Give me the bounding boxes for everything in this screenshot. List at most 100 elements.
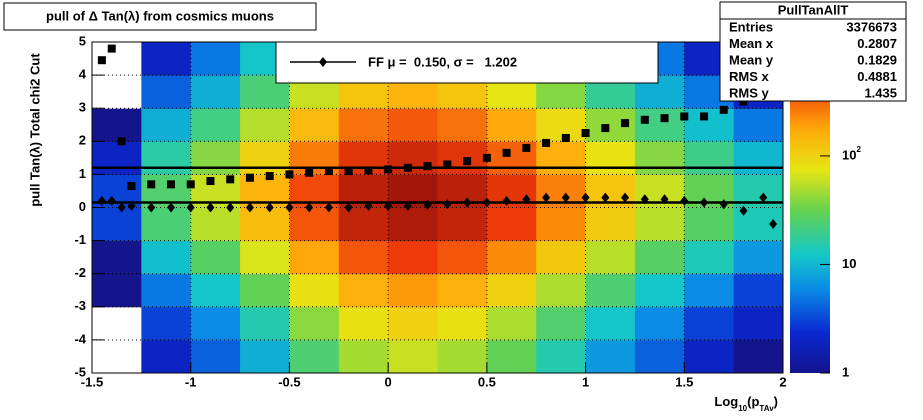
heat-cell (92, 339, 142, 374)
profile-marker (147, 180, 156, 189)
profile-marker (719, 105, 728, 114)
heat-cell (190, 42, 241, 76)
profile-marker (700, 197, 709, 208)
profile-marker (226, 175, 235, 184)
z-tick-label: 10 (842, 256, 856, 271)
profile-marker (166, 180, 175, 189)
heat-cell (338, 339, 389, 374)
profile-marker (621, 119, 630, 128)
heat-cell (338, 240, 389, 275)
stats-value: 0.1829 (857, 52, 897, 67)
stats-value: 0.2807 (857, 36, 897, 51)
profile-marker (186, 202, 195, 213)
heat-cell (536, 240, 587, 275)
x-tick-label: 2 (779, 374, 786, 389)
y-tick-label: 4 (79, 67, 87, 82)
heat-cell (437, 108, 488, 142)
profile-marker (117, 137, 126, 146)
heat-cell (437, 273, 488, 308)
heat-cell (486, 306, 537, 341)
z-tick-label: 102 (842, 145, 861, 162)
heat-cell (684, 273, 735, 308)
profile-marker (127, 181, 136, 190)
profile-marker (561, 133, 570, 142)
profile-marker (147, 202, 156, 213)
heat-cell (141, 75, 192, 109)
heat-cell (437, 141, 488, 175)
heat-cell (486, 273, 537, 308)
stats-key: RMS x (729, 69, 770, 84)
profile-marker (305, 202, 314, 213)
z-tick-label: 1 (842, 364, 849, 379)
heat-cell (536, 108, 587, 142)
heat-cell (634, 207, 685, 242)
x-label-part: TAv (759, 404, 774, 413)
heat-cell (388, 306, 438, 341)
y-tick-label: -4 (74, 331, 86, 346)
x-label-part: ) (774, 394, 778, 409)
profile-marker (305, 168, 314, 177)
heat-cell (240, 108, 290, 142)
profile-marker (719, 199, 728, 210)
heat-cell (92, 108, 142, 142)
heat-cell (338, 273, 389, 308)
heat-cell (190, 75, 241, 109)
heat-cell (338, 108, 389, 142)
profile-marker (265, 172, 274, 181)
heat-cell (141, 273, 192, 308)
heat-cell (141, 141, 192, 175)
x-tick-label: -1 (185, 374, 197, 389)
heat-cell (141, 240, 192, 275)
x-label-part: 10 (738, 404, 747, 413)
heat-cell (190, 108, 241, 142)
heat-cell (289, 108, 340, 142)
profile-marker (97, 195, 106, 206)
heat-cell (733, 240, 784, 275)
y-tick-label: 0 (79, 199, 86, 214)
profile-marker (640, 194, 649, 205)
profile-marker (117, 202, 126, 213)
heat-cell (437, 306, 488, 341)
heat-cell (634, 108, 685, 142)
y-tick-label: 5 (79, 33, 86, 48)
profile-marker (245, 173, 254, 182)
heat-cell (486, 240, 537, 275)
heat-cell (190, 273, 241, 308)
heat-cell (634, 273, 685, 308)
heat-cell (92, 273, 142, 308)
heat-cell (141, 108, 192, 142)
heat-cell (240, 141, 290, 175)
heat-cell (684, 339, 735, 374)
profile-marker (364, 166, 373, 175)
heat-cell (190, 339, 241, 374)
profile-marker (443, 160, 452, 169)
heat-cell (141, 207, 192, 242)
heat-cell (585, 141, 636, 175)
y-tick-label: 1 (79, 166, 86, 181)
heat-cell (585, 306, 636, 341)
heat-cell (437, 207, 488, 242)
heat-cell (733, 108, 784, 142)
legend-marker (319, 57, 327, 67)
stats-value: 0.4881 (857, 69, 897, 84)
heat-cell (388, 240, 438, 275)
heat-cell (240, 306, 290, 341)
heat-cell (92, 75, 142, 109)
profile-marker (107, 44, 116, 53)
heat-cell (536, 339, 587, 374)
heat-cell (634, 240, 685, 275)
profile-marker (423, 199, 432, 210)
profile-marker (660, 114, 669, 123)
stats-value: 1.435 (864, 85, 897, 100)
profile-marker (107, 195, 116, 206)
profile-marker (522, 143, 531, 152)
profile-marker (423, 162, 432, 171)
profile-marker (542, 138, 551, 147)
profile-marker (660, 194, 669, 205)
profile-marker (739, 97, 748, 106)
profile-marker (680, 195, 689, 206)
profile-marker (680, 112, 689, 121)
z-tick-exp: 2 (856, 145, 861, 154)
profile-marker (364, 200, 373, 211)
profile-marker (640, 115, 649, 124)
